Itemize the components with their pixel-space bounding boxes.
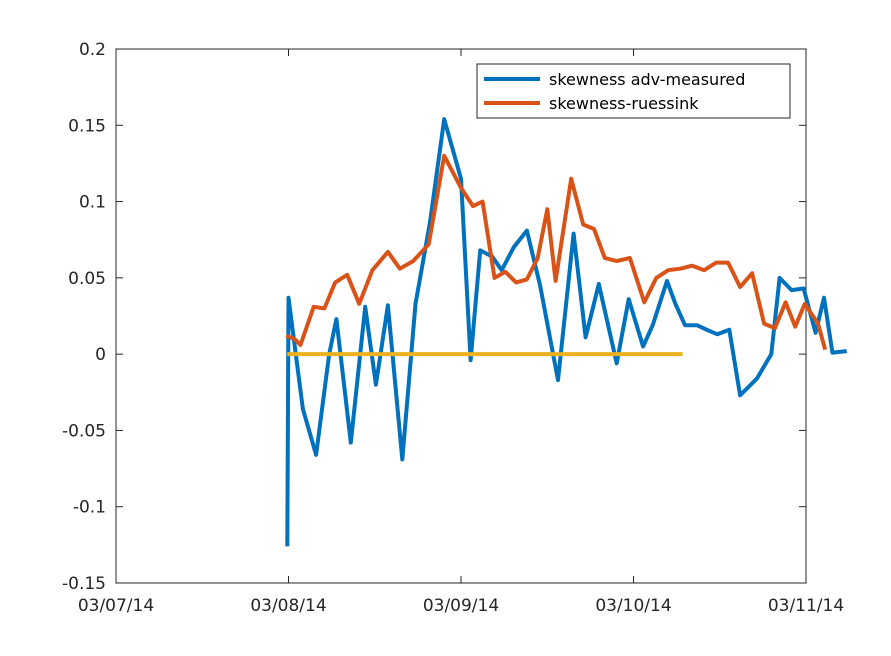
- y-tick-label: -0.1: [73, 498, 106, 518]
- x-tick-label: 03/10/14: [595, 596, 671, 616]
- x-tick-label: 03/11/14: [768, 596, 844, 616]
- legend-box: [476, 63, 791, 119]
- y-tick-label: -0.05: [62, 421, 106, 441]
- series-line-1: [285, 153, 828, 351]
- plot-area: -0.15 -0.1 -0.05 0 0.05 0.1 0.15 0.2 03/07/14 03/…: [62, 40, 847, 616]
- y-tick-label: 0.1: [79, 193, 106, 213]
- x-tick-label: 03/08/14: [250, 596, 326, 616]
- y-tick-label: 0: [95, 345, 106, 365]
- legend: skewness adv-measured skewness-ruessink: [476, 63, 791, 119]
- x-tick-label: 03/09/14: [423, 596, 499, 616]
- y-tick-label: 0.05: [68, 269, 106, 289]
- series-line-0: [285, 117, 847, 547]
- y-tick-label: 0.15: [68, 116, 106, 136]
- legend-label: skewness adv-measured: [549, 70, 745, 89]
- y-tick-label: -0.15: [62, 574, 106, 594]
- y-tick-label: 0.2: [79, 40, 106, 60]
- x-tick-label: 03/07/14: [78, 596, 154, 616]
- legend-label: skewness-ruessink: [549, 94, 699, 113]
